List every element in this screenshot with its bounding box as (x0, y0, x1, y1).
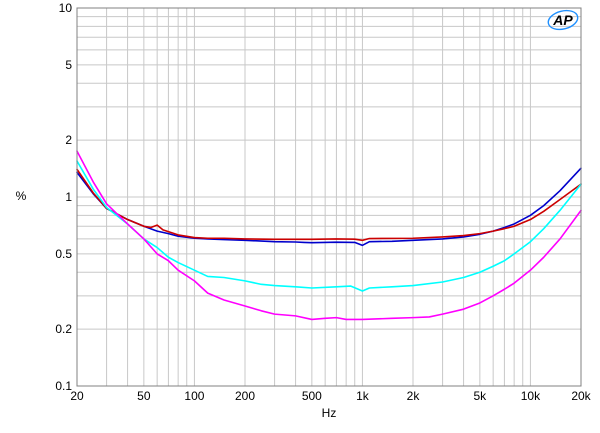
x-tick-label: 20 (70, 389, 84, 403)
y-tick-labels: 0.1 0.2 0.5 1 2 5 10 (55, 1, 72, 393)
ap-logo: AP (547, 9, 579, 31)
x-axis-label: Hz (322, 406, 337, 420)
y-tick-label: 1 (65, 190, 72, 204)
x-tick-label: 5k (474, 389, 488, 403)
y-tick-label: 0.2 (55, 322, 72, 336)
y-tick-label: 0.1 (55, 379, 72, 393)
series-line-1 (76, 167, 582, 247)
x-tick-label: 100 (184, 389, 204, 403)
x-tick-label: 2k (407, 389, 421, 403)
x-tick-labels: 20 50 100 200 500 1k 2k 5k 10k 20k (70, 389, 591, 403)
x-tick-label: 1k (356, 389, 370, 403)
y-tick-label: 5 (65, 58, 72, 72)
x-tick-label: 200 (235, 389, 255, 403)
y-tick-label: 2 (65, 133, 72, 147)
x-tick-label: 10k (521, 389, 541, 403)
x-tick-label: 50 (137, 389, 151, 403)
y-tick-label: 10 (59, 1, 73, 15)
y-axis-label: % (16, 189, 27, 203)
ap-logo-text: AP (552, 12, 573, 28)
series-line-4 (76, 150, 582, 321)
series-line-3 (76, 160, 582, 292)
x-tick-label: 20k (571, 389, 591, 403)
x-tick-label: 500 (302, 389, 322, 403)
series-group (76, 150, 582, 321)
ap-logo-swoosh (547, 9, 579, 31)
series-line-2 (76, 168, 582, 242)
plot-frame (76, 7, 582, 387)
y-tick-label: 0.5 (55, 247, 72, 261)
grid (77, 8, 581, 386)
